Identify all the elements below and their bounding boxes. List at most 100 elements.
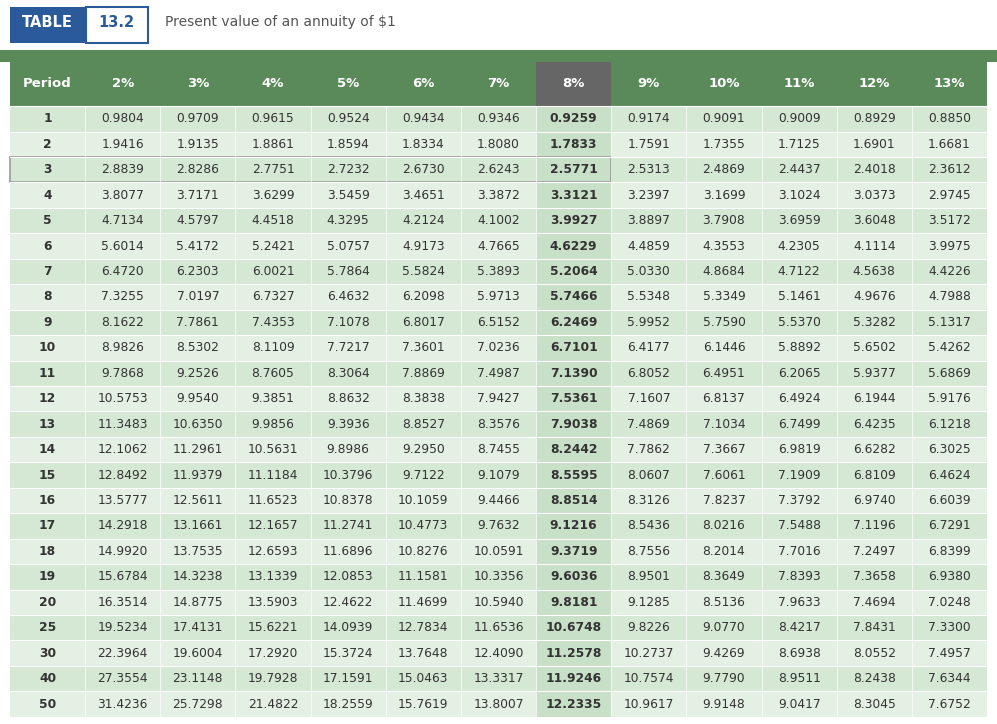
Bar <box>686 310 762 335</box>
Text: 20: 20 <box>39 596 56 609</box>
Text: 25.7298: 25.7298 <box>172 697 223 710</box>
Bar <box>611 361 686 386</box>
Bar <box>686 539 762 564</box>
Text: 13: 13 <box>39 418 56 431</box>
Bar <box>311 513 386 539</box>
Bar <box>85 157 161 182</box>
Bar <box>686 589 762 615</box>
Bar <box>536 208 611 233</box>
Text: 3.6299: 3.6299 <box>251 189 294 202</box>
Text: 7.4353: 7.4353 <box>251 316 294 329</box>
Text: 4.5638: 4.5638 <box>852 265 895 278</box>
Bar <box>10 589 85 615</box>
Bar <box>762 437 836 463</box>
Text: 1.7591: 1.7591 <box>627 138 670 151</box>
Text: 8.9501: 8.9501 <box>627 571 670 584</box>
Bar <box>311 106 386 132</box>
Text: 9.9148: 9.9148 <box>703 697 746 710</box>
Text: 9.0417: 9.0417 <box>778 697 821 710</box>
Text: 3.0373: 3.0373 <box>853 189 895 202</box>
Text: 17.2920: 17.2920 <box>248 647 298 660</box>
Bar <box>386 615 461 641</box>
Text: 8.0216: 8.0216 <box>703 519 746 532</box>
Text: 4.7665: 4.7665 <box>478 240 519 253</box>
Text: 31.4236: 31.4236 <box>98 697 148 710</box>
Bar <box>161 208 235 233</box>
Bar <box>461 463 536 488</box>
Bar <box>611 539 686 564</box>
Text: 5.4262: 5.4262 <box>928 341 971 354</box>
Bar <box>161 182 235 208</box>
Text: 11.6523: 11.6523 <box>248 494 298 507</box>
Text: 7.7861: 7.7861 <box>176 316 219 329</box>
Text: 5.8892: 5.8892 <box>778 341 821 354</box>
Bar <box>836 641 912 666</box>
Text: 1: 1 <box>43 112 52 125</box>
Bar <box>85 361 161 386</box>
Bar <box>536 361 611 386</box>
Bar <box>311 285 386 310</box>
Text: 0.9709: 0.9709 <box>176 112 219 125</box>
Text: 6.7327: 6.7327 <box>251 290 294 303</box>
Text: 6.9380: 6.9380 <box>928 571 971 584</box>
Bar <box>461 615 536 641</box>
Bar <box>10 641 85 666</box>
Bar <box>536 310 611 335</box>
Text: 6%: 6% <box>412 77 435 90</box>
Bar <box>235 157 311 182</box>
Bar <box>386 106 461 132</box>
Bar <box>912 106 987 132</box>
Bar <box>161 335 235 361</box>
Bar <box>762 488 836 513</box>
Bar <box>161 641 235 666</box>
Text: 4.7134: 4.7134 <box>102 214 144 227</box>
Bar <box>461 233 536 258</box>
Bar <box>611 463 686 488</box>
Bar <box>836 437 912 463</box>
Bar <box>611 182 686 208</box>
Bar <box>235 437 311 463</box>
Bar <box>235 615 311 641</box>
Text: 5.5370: 5.5370 <box>778 316 821 329</box>
Bar <box>912 157 987 182</box>
Bar <box>836 285 912 310</box>
Text: 2.4437: 2.4437 <box>778 163 821 176</box>
Bar <box>10 310 85 335</box>
Text: 40: 40 <box>39 672 56 685</box>
Text: 7.1196: 7.1196 <box>853 519 895 532</box>
Text: 6.4632: 6.4632 <box>327 290 370 303</box>
Text: 8.5136: 8.5136 <box>703 596 746 609</box>
Text: 7.6752: 7.6752 <box>928 697 971 710</box>
Text: 7.4869: 7.4869 <box>627 418 670 431</box>
Bar <box>386 361 461 386</box>
Bar <box>311 564 386 589</box>
Bar <box>85 641 161 666</box>
Bar <box>10 258 85 285</box>
Text: 7.7862: 7.7862 <box>627 443 670 456</box>
Bar <box>686 386 762 411</box>
Text: 8.5595: 8.5595 <box>550 468 597 481</box>
Bar <box>912 437 987 463</box>
Text: 5.9176: 5.9176 <box>928 392 971 405</box>
Bar <box>161 411 235 437</box>
Bar <box>686 463 762 488</box>
Text: 9.4269: 9.4269 <box>703 647 746 660</box>
Text: 0.9009: 0.9009 <box>778 112 821 125</box>
Bar <box>235 106 311 132</box>
Bar <box>912 488 987 513</box>
Bar <box>85 513 161 539</box>
Bar <box>461 285 536 310</box>
Text: 17.1591: 17.1591 <box>323 672 374 685</box>
Bar <box>912 564 987 589</box>
Text: 16: 16 <box>39 494 56 507</box>
Bar <box>311 233 386 258</box>
Text: 8.6938: 8.6938 <box>778 647 821 660</box>
Text: 4.6229: 4.6229 <box>550 240 597 253</box>
Bar <box>836 157 912 182</box>
Bar <box>686 132 762 157</box>
Text: 1.8594: 1.8594 <box>327 138 370 151</box>
Text: 7.4694: 7.4694 <box>853 596 895 609</box>
Bar <box>686 157 762 182</box>
Text: 7: 7 <box>43 265 52 278</box>
Text: 7.7217: 7.7217 <box>327 341 370 354</box>
